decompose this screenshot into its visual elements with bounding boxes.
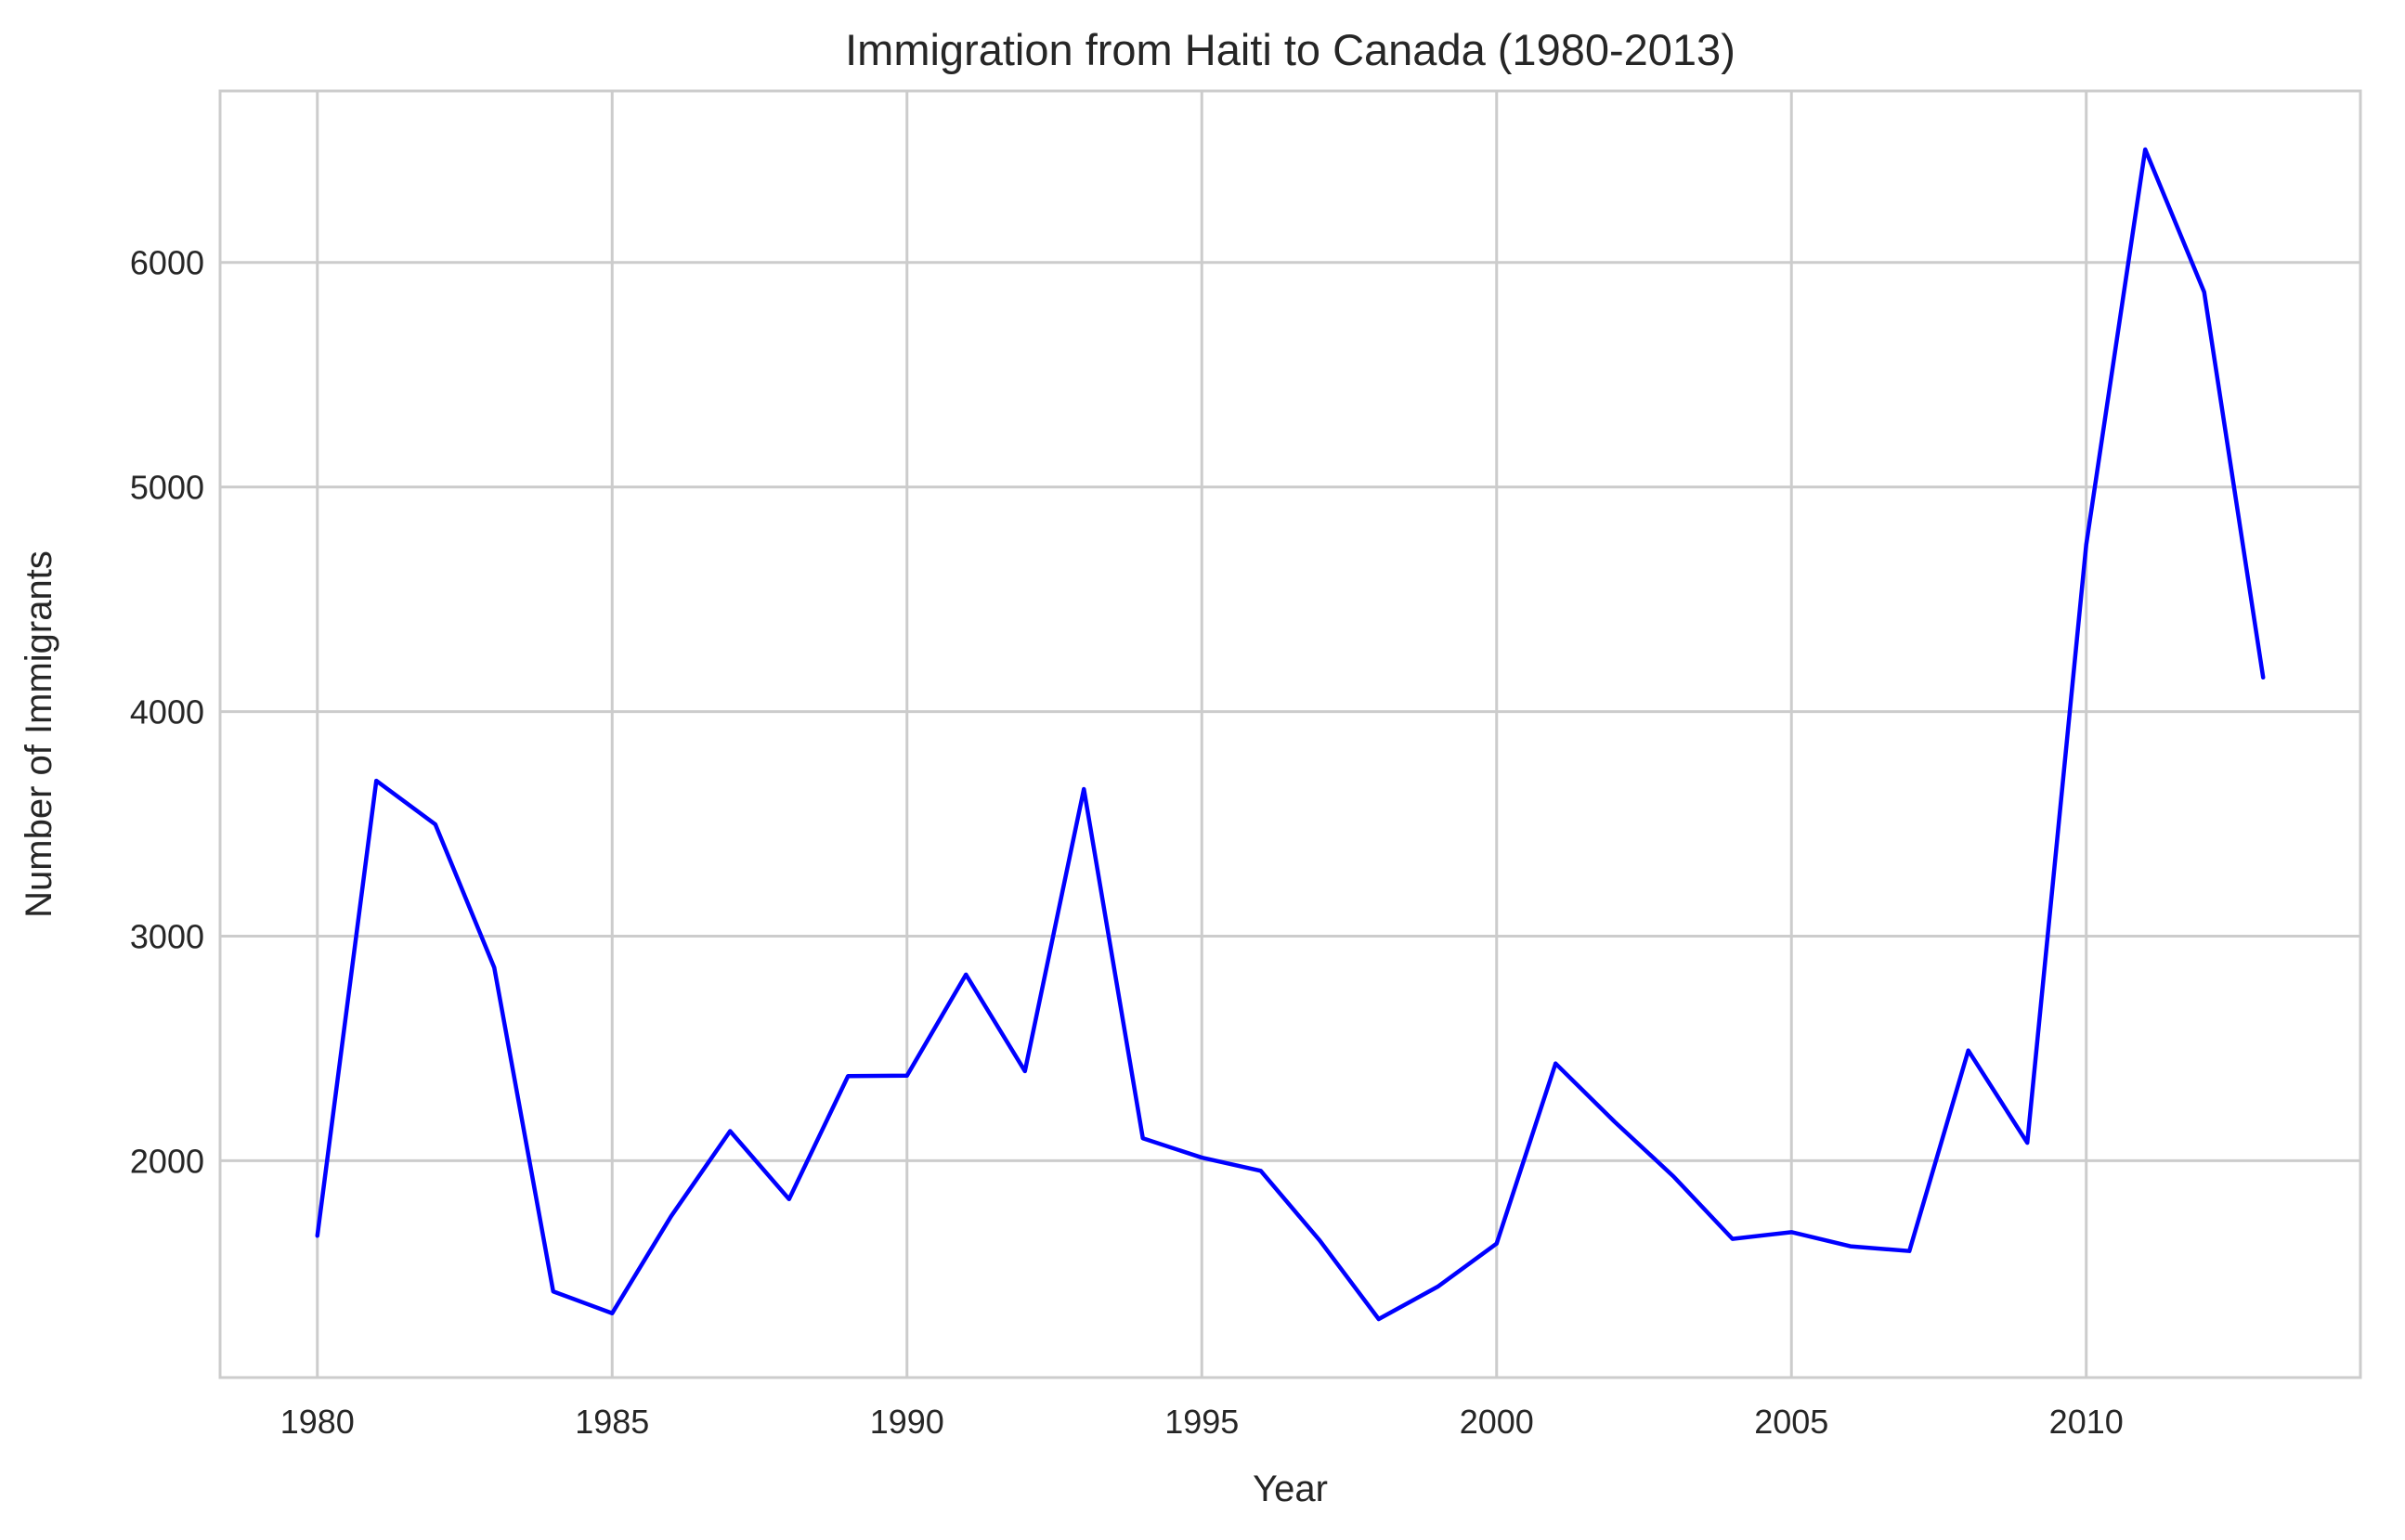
data-point-2010: [2084, 542, 2089, 548]
data-point-2003: [1670, 1173, 1676, 1179]
y-tick-label-6000: 6000: [130, 244, 204, 282]
y-tick-label-3000: 3000: [130, 918, 204, 956]
data-point-2011: [2142, 147, 2148, 152]
x-tick-labels: 1980 1985 1990 1995 2000 2005 2010: [280, 1403, 2124, 1441]
data-point-2001: [1553, 1061, 1558, 1067]
x-tick-label-1980: 1980: [280, 1403, 355, 1441]
data-point-1998: [1376, 1316, 1382, 1322]
data-point-1992: [1022, 1068, 1028, 1074]
data-point-2012: [2202, 290, 2207, 295]
data-point-1990: [904, 1073, 910, 1079]
data-point-1981: [373, 778, 379, 783]
chart-title: Immigration from Haiti to Canada (1980-2…: [845, 25, 1736, 74]
data-point-1980: [315, 1233, 320, 1238]
data-point-1985: [609, 1311, 615, 1316]
data-point-1986: [669, 1213, 674, 1219]
data-point-1982: [433, 822, 438, 827]
data-point-1983: [491, 964, 497, 970]
data-point-1993: [1081, 786, 1086, 792]
x-tick-label-2000: 2000: [1460, 1403, 1534, 1441]
data-point-2008: [1966, 1048, 1971, 1054]
x-tick-label-2010: 2010: [2049, 1403, 2124, 1441]
data-point-2006: [1848, 1244, 1853, 1249]
data-point-2004: [1730, 1236, 1736, 1242]
data-point-2002: [1612, 1119, 1618, 1124]
data-point-1984: [551, 1288, 556, 1294]
data-point-1991: [963, 972, 968, 977]
data-point-1995: [1199, 1155, 1204, 1160]
series-line-0: [315, 147, 2266, 1322]
data-point-1999: [1435, 1284, 1440, 1289]
grid-lines: [220, 91, 2360, 1378]
data-point-2007: [1906, 1249, 1912, 1254]
plot-area-frame: [218, 89, 2362, 1379]
data-point-1987: [727, 1129, 733, 1134]
y-tick-label-4000: 4000: [130, 693, 204, 731]
data-point-1996: [1258, 1168, 1264, 1173]
y-tick-labels: 2000 3000 4000 5000 6000: [130, 244, 204, 1181]
x-axis-label: Year: [1253, 1469, 1328, 1509]
x-tick-label-1990: 1990: [870, 1403, 944, 1441]
data-point-2005: [1788, 1229, 1794, 1235]
x-tick-label-2005: 2005: [1754, 1403, 1828, 1441]
data-point-2000: [1494, 1241, 1500, 1247]
x-tick-label-1985: 1985: [575, 1403, 649, 1441]
y-tick-label-2000: 2000: [130, 1142, 204, 1180]
data-point-2013: [2260, 675, 2266, 680]
data-point-1989: [845, 1073, 851, 1079]
data-point-1994: [1140, 1135, 1146, 1141]
data-point-1988: [786, 1197, 792, 1202]
y-tick-label-5000: 5000: [130, 469, 204, 507]
x-tick-label-1995: 1995: [1164, 1403, 1239, 1441]
y-axis-label: Number of Immigrants: [19, 550, 59, 918]
series-layer: [315, 147, 2266, 1322]
data-point-1997: [1317, 1237, 1322, 1243]
data-point-2009: [2024, 1140, 2030, 1145]
